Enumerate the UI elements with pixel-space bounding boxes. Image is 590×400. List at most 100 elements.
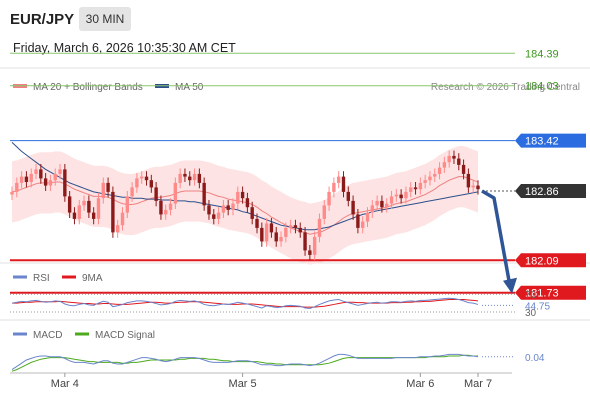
macd-line bbox=[11, 353, 479, 371]
x-tick-label-Mar-5: Mar 5 bbox=[229, 378, 257, 390]
level-tag-181.73 bbox=[515, 285, 586, 300]
candle-body bbox=[255, 218, 259, 228]
candle-body bbox=[303, 232, 307, 251]
candle-body bbox=[226, 205, 230, 210]
candlesticks bbox=[10, 150, 480, 261]
candle-body bbox=[34, 169, 38, 174]
candle-body bbox=[260, 227, 264, 242]
symbol-title: EUR/JPY bbox=[10, 11, 74, 28]
candle-body bbox=[72, 212, 77, 219]
candle-body bbox=[452, 155, 456, 159]
candle-body bbox=[140, 176, 144, 179]
candle-body bbox=[312, 236, 317, 255]
bollinger-bands bbox=[12, 146, 478, 265]
level-tags: 184.39 184.03 183.42 182.86 182.09 181.73 bbox=[515, 48, 586, 300]
candle-body bbox=[336, 176, 341, 183]
candle-body bbox=[125, 196, 129, 213]
datetime-label: Friday, March 6, 2026 10:35:30 AM CET bbox=[13, 41, 236, 55]
candle-body bbox=[87, 200, 91, 213]
candle-body bbox=[288, 225, 293, 228]
candle-body bbox=[168, 203, 173, 210]
candle-body bbox=[202, 182, 206, 206]
price-levels bbox=[10, 52, 515, 294]
candle-body bbox=[43, 178, 48, 186]
candle-body bbox=[433, 173, 437, 177]
candle-body bbox=[476, 185, 480, 190]
candle-body bbox=[322, 205, 326, 219]
candle-body bbox=[96, 198, 101, 219]
candle-body bbox=[39, 169, 43, 179]
macd-legend-label: MACD bbox=[33, 330, 62, 341]
candle-body bbox=[159, 200, 163, 215]
ma20-legend-label: MA 20 + Bollinger Bands bbox=[33, 82, 143, 93]
candle-body bbox=[178, 173, 182, 183]
candle-body bbox=[29, 173, 33, 182]
candle-body bbox=[385, 203, 389, 208]
level-tag-text-182.09: 182.09 bbox=[525, 255, 559, 267]
candle-body bbox=[82, 200, 86, 206]
candle-body bbox=[361, 221, 365, 228]
candle-body bbox=[221, 205, 226, 213]
candle-body bbox=[135, 178, 139, 188]
candle-body bbox=[404, 191, 408, 199]
level-tag-183.42 bbox=[515, 133, 586, 148]
candle-body bbox=[471, 185, 475, 188]
candle-body bbox=[120, 212, 125, 226]
candle-body bbox=[53, 173, 57, 181]
level-label-184.03: 184.03 bbox=[525, 81, 559, 93]
candle-body bbox=[356, 214, 360, 228]
moving-averages bbox=[11, 142, 479, 235]
forecast-arrow-line bbox=[481, 189, 511, 282]
level-tag-text-181.73: 181.73 bbox=[525, 288, 559, 300]
candle-body bbox=[236, 191, 240, 204]
level-tag-text-182.86: 182.86 bbox=[525, 186, 559, 198]
candle-body bbox=[394, 194, 399, 197]
candle-body bbox=[457, 158, 461, 165]
candle-body bbox=[207, 205, 211, 215]
candle-body bbox=[264, 223, 269, 242]
candle-body bbox=[106, 182, 110, 192]
level-tag-text-183.42: 183.42 bbox=[525, 136, 559, 148]
candle-body bbox=[111, 191, 115, 233]
candle-body bbox=[192, 173, 197, 181]
macd-panel: 0.04 bbox=[11, 353, 545, 372]
candle-body bbox=[274, 232, 278, 242]
candle-body bbox=[428, 176, 432, 181]
candle-body bbox=[279, 236, 283, 242]
bollinger-band-area bbox=[12, 146, 478, 265]
candle-body bbox=[346, 191, 350, 201]
candle-body bbox=[466, 173, 471, 188]
x-tick-label-Mar-7: Mar 7 bbox=[464, 378, 492, 390]
candle-body bbox=[154, 187, 158, 201]
credit-label: Research © 2026 Trading Central bbox=[431, 82, 580, 93]
candle-body bbox=[317, 218, 322, 237]
rsi-ma-legend-label: 9MA bbox=[82, 273, 103, 284]
candle-body bbox=[48, 180, 53, 186]
timeframe-button-bg[interactable] bbox=[79, 7, 131, 31]
candle-body bbox=[375, 200, 379, 206]
candle-body bbox=[442, 162, 447, 168]
candle-body bbox=[188, 176, 192, 181]
candle-body bbox=[231, 203, 235, 210]
candle-body bbox=[284, 227, 288, 237]
rsi-legend-label: RSI bbox=[33, 273, 50, 284]
ma50-line bbox=[11, 142, 479, 231]
candle-body bbox=[216, 212, 221, 219]
candle-body bbox=[183, 173, 187, 177]
candle-body bbox=[461, 164, 466, 174]
candle-body bbox=[245, 198, 250, 208]
level-tag-182.09 bbox=[515, 253, 586, 268]
candle-body bbox=[77, 205, 81, 219]
timeframe-button[interactable]: 30 MIN bbox=[86, 12, 125, 26]
forecast-arrow bbox=[481, 189, 517, 294]
forecast-arrow-head bbox=[503, 277, 517, 294]
candle-body bbox=[58, 169, 62, 174]
ma50-legend-label: MA 50 bbox=[175, 82, 204, 93]
candle-body bbox=[91, 212, 96, 219]
level-label-184.39: 184.39 bbox=[525, 48, 559, 60]
candle-body bbox=[269, 223, 274, 233]
rsi-line bbox=[11, 297, 479, 309]
candle-body bbox=[298, 227, 302, 233]
candle-body bbox=[380, 200, 384, 208]
